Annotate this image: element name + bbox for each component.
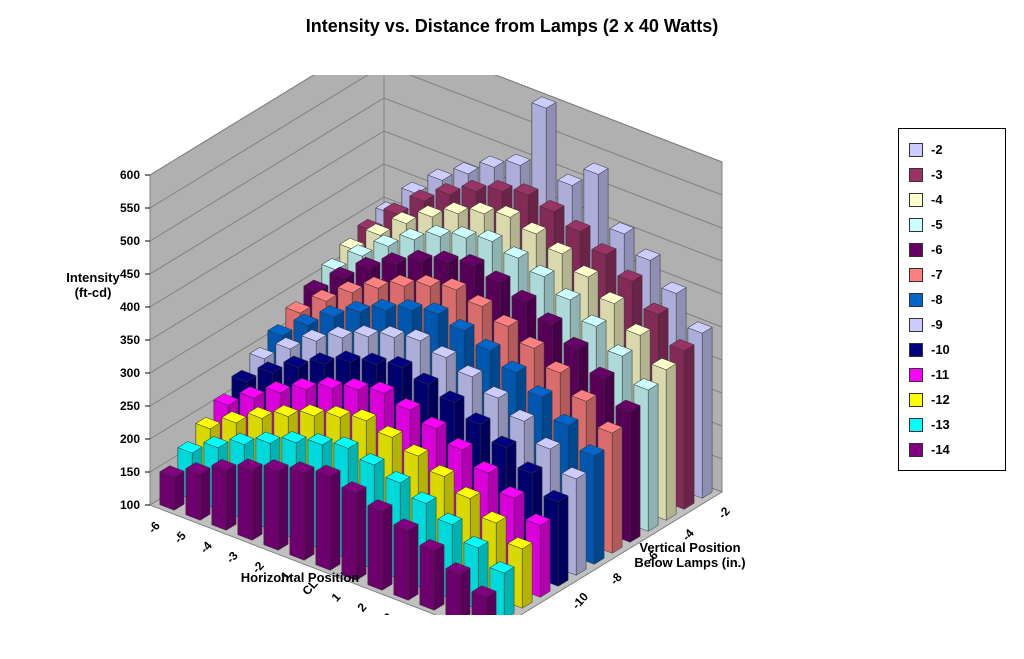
svg-text:-12: -12 xyxy=(533,611,555,615)
legend-label: -6 xyxy=(931,242,943,257)
svg-text:200: 200 xyxy=(120,432,140,446)
svg-text:-2: -2 xyxy=(715,504,733,522)
legend-label: -5 xyxy=(931,217,943,232)
legend-swatch xyxy=(909,193,923,207)
legend-swatch xyxy=(909,418,923,432)
legend: -2 -3 -4 -5 -6 -7 -8 -9 -10 -11 -12 -13 -14 xyxy=(898,128,1006,471)
legend-item: -9 xyxy=(909,312,995,337)
legend-swatch xyxy=(909,393,923,407)
y-axis-label: Vertical PositionBelow Lamps (in.) xyxy=(600,540,780,570)
svg-text:350: 350 xyxy=(120,333,140,347)
legend-item: -14 xyxy=(909,437,995,462)
legend-swatch xyxy=(909,443,923,457)
svg-text:-10: -10 xyxy=(569,589,591,611)
svg-text:100: 100 xyxy=(120,498,140,512)
legend-label: -12 xyxy=(931,392,950,407)
legend-label: -2 xyxy=(931,142,943,157)
z-axis-label: Intensity(ft-cd) xyxy=(48,270,138,300)
legend-item: -8 xyxy=(909,287,995,312)
legend-label: -13 xyxy=(931,417,950,432)
legend-swatch xyxy=(909,318,923,332)
svg-text:-5: -5 xyxy=(171,528,189,546)
legend-label: -4 xyxy=(931,192,943,207)
legend-item: -4 xyxy=(909,187,995,212)
legend-swatch xyxy=(909,293,923,307)
legend-label: -7 xyxy=(931,267,943,282)
svg-text:-8: -8 xyxy=(607,570,625,588)
x-axis-label: Horizontal Position xyxy=(210,570,390,585)
chart-canvas: 100150200250300350400450500550600-6-5-4-… xyxy=(40,75,800,615)
legend-swatch xyxy=(909,168,923,182)
legend-item: -2 xyxy=(909,137,995,162)
svg-text:600: 600 xyxy=(120,168,140,182)
legend-label: -9 xyxy=(931,317,943,332)
legend-item: -10 xyxy=(909,337,995,362)
legend-label: -8 xyxy=(931,292,943,307)
svg-text:300: 300 xyxy=(120,366,140,380)
legend-item: -7 xyxy=(909,262,995,287)
legend-label: -14 xyxy=(931,442,950,457)
legend-label: -11 xyxy=(931,367,949,382)
legend-item: -11 xyxy=(909,362,995,387)
legend-item: -6 xyxy=(909,237,995,262)
svg-text:-4: -4 xyxy=(197,538,215,556)
legend-swatch xyxy=(909,268,923,282)
svg-text:-3: -3 xyxy=(223,548,241,566)
legend-swatch xyxy=(909,243,923,257)
svg-text:1: 1 xyxy=(329,590,344,605)
legend-swatch xyxy=(909,368,923,382)
legend-item: -5 xyxy=(909,212,995,237)
svg-text:150: 150 xyxy=(120,465,140,479)
legend-item: -12 xyxy=(909,387,995,412)
svg-text:2: 2 xyxy=(355,600,370,615)
svg-text:400: 400 xyxy=(120,300,140,314)
legend-label: -10 xyxy=(931,342,950,357)
svg-text:250: 250 xyxy=(120,399,140,413)
legend-swatch xyxy=(909,143,923,157)
svg-text:500: 500 xyxy=(120,234,140,248)
chart-3d-area: 100150200250300350400450500550600-6-5-4-… xyxy=(40,75,800,615)
svg-text:550: 550 xyxy=(120,201,140,215)
chart-title: Intensity vs. Distance from Lamps (2 x 4… xyxy=(0,16,1024,37)
svg-text:-6: -6 xyxy=(145,518,163,536)
legend-swatch xyxy=(909,343,923,357)
legend-item: -3 xyxy=(909,162,995,187)
legend-swatch xyxy=(909,218,923,232)
svg-text:3: 3 xyxy=(381,610,396,615)
legend-label: -3 xyxy=(931,167,943,182)
legend-item: -13 xyxy=(909,412,995,437)
